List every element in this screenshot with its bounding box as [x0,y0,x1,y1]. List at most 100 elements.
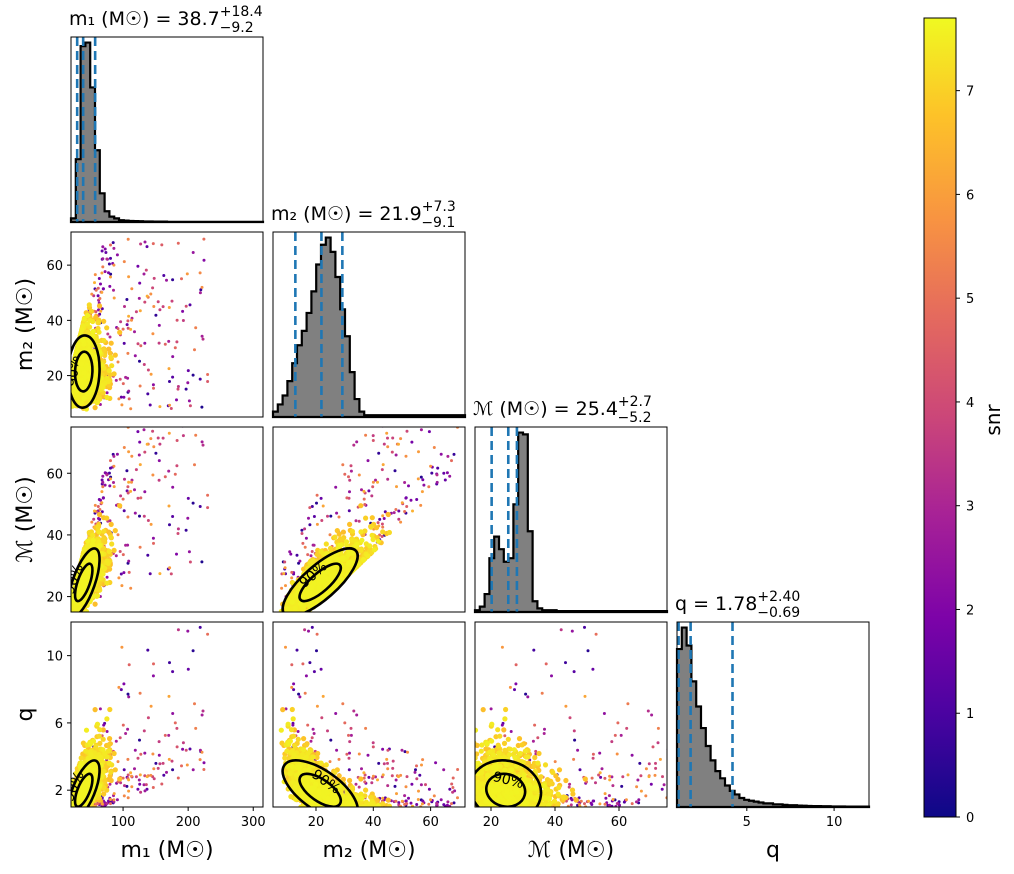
scatter-point [119,572,123,576]
scatter-point [96,286,100,290]
scatter-point [194,433,198,437]
scatter-point [168,380,171,383]
scatter-point [124,375,128,379]
scatter-point [127,397,131,401]
scatter-point [129,327,133,331]
scatter-point [138,514,141,518]
scatter-point [104,394,110,401]
scatter-point [151,536,155,540]
scatter-point [108,521,114,528]
scatter-point [126,485,130,489]
scatter-point [93,503,97,507]
scatter-point [138,545,142,549]
histogram-m1 [69,41,265,224]
scatter-point [171,423,174,426]
scatter-point [126,491,130,495]
scatter-point [101,528,107,534]
scatter-point [109,477,112,481]
histogram-panel-q: q = 1.78+2.40 −0.69 [675,589,871,809]
histogram-panel-m2: m₂ (M☉) = 21.9+7.3 −9.1 [271,199,467,419]
scatter-point [175,552,178,556]
scatter-point [143,240,147,244]
scatter-point [134,468,138,472]
scatter-point [186,369,190,373]
contour-label: 90% [65,355,82,387]
scatter-point [98,508,102,511]
scatter-point [156,300,160,304]
scatter-point [101,257,105,261]
scatter-point [116,533,120,537]
scatter-point [109,363,115,369]
scatter-point [119,494,123,498]
scatter-point [200,334,204,338]
scatter-point [101,245,105,249]
histogram-title-mc: ℳ (M☉) = 25.4+2.7 −5.2 [473,394,652,426]
scatter-point [101,337,107,344]
scatter-point [169,572,173,576]
scatter-point [148,403,152,407]
scatter-point [105,391,109,395]
scatter-point [100,536,106,542]
scatter-point [81,316,87,322]
scatter-point [103,483,107,487]
scatter-point [136,430,140,434]
scatter-point [103,247,107,251]
scatter-point [171,278,175,282]
scatter-point [109,275,112,279]
scatter-point [157,341,161,345]
scatter-point [187,550,191,554]
scatter-point [90,292,94,296]
scatter-point [112,481,115,484]
scatter-point [191,251,195,254]
scatter-point [194,326,198,330]
scatter-point [198,377,202,381]
scatter-point [111,547,117,554]
scatter-point [119,320,123,324]
scatter-point [105,473,109,477]
scatter-point [175,398,178,402]
scatter-point [81,341,87,347]
scatter-point [66,384,71,389]
scatter-point [122,509,126,513]
scatter-point [85,365,91,371]
scatter-point [99,282,102,286]
scatter-panel-m1-m2: 90% [65,231,264,418]
scatter-point [99,498,102,502]
scatter-point [165,278,168,282]
scatter-point [108,284,112,288]
scatter-point [138,440,142,444]
scatter-point [193,348,196,352]
scatter-point [106,368,112,374]
scatter-point [146,553,150,557]
scatter-panel-m1-mc: 90% [70,423,264,613]
scatter-point [126,515,130,519]
scatter-point [149,292,153,296]
scatter-point [122,341,126,345]
scatter-point [158,572,162,576]
scatter-point [119,395,123,399]
scatter-point [198,271,202,275]
scatter-point [123,305,126,308]
scatter-point [175,318,179,322]
scatter-point [96,294,100,298]
scatter-point [151,473,155,477]
scatter-point [125,323,129,327]
scatter-point [122,446,126,449]
scatter-point [79,361,85,367]
scatter-point [99,309,103,313]
scatter-point [97,517,100,520]
scatter-point [188,404,192,408]
scatter-point [142,272,146,276]
scatter-point [158,405,162,409]
scatter-point [96,511,103,518]
scatter-point [112,296,116,300]
scatter-point [100,490,104,494]
scatter-point [127,314,131,318]
scatter-point [138,309,142,313]
scatter-point [168,566,172,570]
scatter-point [146,519,150,522]
scatter-point [130,318,133,322]
scatter-point [103,471,107,475]
scatter-point [171,515,175,518]
scatter-point [191,373,195,377]
